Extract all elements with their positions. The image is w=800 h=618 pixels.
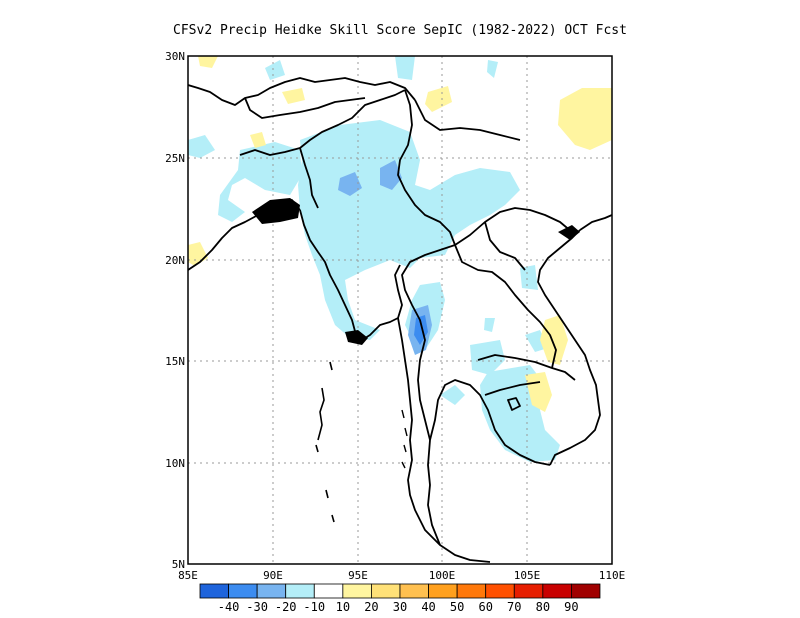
colorbar-swatch bbox=[285, 583, 315, 599]
colorbar-swatch bbox=[199, 583, 229, 599]
colorbar-swatch bbox=[256, 583, 287, 599]
colorbar-swatch bbox=[542, 583, 572, 599]
myeik-archipelago bbox=[401, 409, 408, 469]
andaman-nicobar-islands bbox=[315, 361, 335, 523]
lat-tick-30n: 30N bbox=[165, 50, 185, 63]
lon-tick-110e: 110E bbox=[599, 569, 626, 582]
colorbar-label: 80 bbox=[536, 600, 550, 614]
colorbar-label: 90 bbox=[564, 600, 578, 614]
chart-title: CFSv2 Precip Heidke Skill Score SepIC (1… bbox=[173, 23, 627, 38]
colorbar-swatch bbox=[228, 583, 258, 599]
lat-tick-25n: 25N bbox=[165, 152, 185, 165]
colorbar-swatch bbox=[342, 583, 372, 599]
lat-tick-5n: 5N bbox=[172, 558, 185, 571]
lon-tick-100e: 100E bbox=[429, 569, 456, 582]
colorbar-label: -20 bbox=[275, 600, 297, 614]
plot-area bbox=[188, 56, 612, 564]
lon-tick-105e: 105E bbox=[514, 569, 541, 582]
colorbar-swatch bbox=[571, 583, 601, 599]
delta-coastline-detail bbox=[252, 198, 580, 345]
colorbar-swatch bbox=[485, 583, 515, 599]
colorbar-swatch bbox=[399, 583, 429, 599]
lon-tick-85e: 85E bbox=[178, 569, 198, 582]
colorbar-label: 50 bbox=[450, 600, 464, 614]
lat-tick-10n: 10N bbox=[165, 457, 185, 470]
positive-skill-light-yellow bbox=[188, 56, 612, 412]
colorbar-label: -40 bbox=[218, 600, 240, 614]
plot-frame bbox=[187, 55, 613, 565]
lat-tick-15n: 15N bbox=[165, 355, 185, 368]
colorbar-label: -10 bbox=[303, 600, 325, 614]
longitude-labels: 85E 90E 95E 100E 105E 110E bbox=[178, 569, 625, 582]
colorbar-swatch bbox=[513, 583, 544, 599]
lon-tick-95e: 95E bbox=[348, 569, 368, 582]
colorbar-label: -30 bbox=[246, 600, 268, 614]
latitude-labels: 30N 25N 20N 15N 10N 5N bbox=[165, 50, 185, 571]
colorbar-swatch bbox=[371, 583, 401, 599]
colorbar-swatch bbox=[313, 583, 344, 599]
colorbar-label: 20 bbox=[364, 600, 378, 614]
colorbar-label: 40 bbox=[421, 600, 435, 614]
colorbar-label: 70 bbox=[507, 600, 521, 614]
colorbar-swatch bbox=[428, 583, 458, 599]
colorbar-label: 60 bbox=[478, 600, 492, 614]
colorbar: -40 -30 -20 -10 10 20 30 40 50 60 70 80 90 bbox=[199, 583, 601, 614]
colorbar-label: 10 bbox=[336, 600, 350, 614]
lat-tick-20n: 20N bbox=[165, 254, 185, 267]
lon-tick-90e: 90E bbox=[263, 569, 283, 582]
colorbar-swatch bbox=[456, 583, 487, 599]
colorbar-label: 30 bbox=[393, 600, 407, 614]
